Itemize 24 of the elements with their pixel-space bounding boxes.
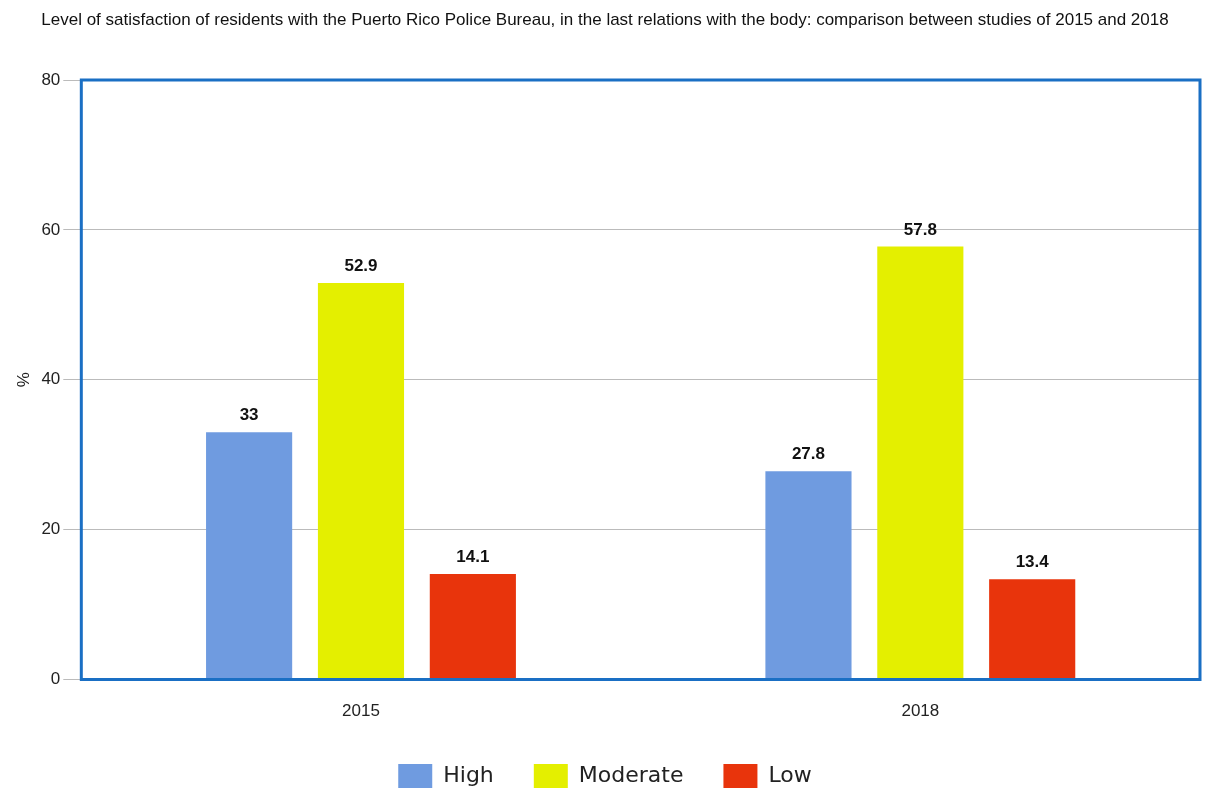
x-tick-label: 2015 <box>342 701 380 721</box>
data-label: 14.1 <box>456 547 490 567</box>
chart-title: Level of satisfaction of residents with the Puerto Rico Police Bureau, in the last relations with the body: comparison between studies of 2015 and 2018 <box>40 9 1170 31</box>
y-tick-label: 60 <box>41 219 61 239</box>
y-tick-label: 0 <box>50 669 61 689</box>
bar <box>429 573 516 680</box>
bar <box>206 432 293 680</box>
y-tick-label: 40 <box>41 369 61 389</box>
legend-label: Moderate <box>578 761 684 787</box>
legend-label: High <box>443 761 494 787</box>
bar <box>317 283 405 680</box>
y-axis-title: % <box>13 372 33 388</box>
x-tick-label: 2018 <box>901 701 940 721</box>
y-tick-label: 80 <box>41 69 61 89</box>
legend-label: Low <box>768 761 812 787</box>
y-tick-label: 20 <box>41 519 61 539</box>
data-label: 27.8 <box>791 444 826 464</box>
data-label: 57.8 <box>903 219 937 239</box>
bar <box>989 579 1076 680</box>
bar <box>765 471 852 680</box>
data-label: 52.9 <box>344 256 378 276</box>
bar <box>877 246 964 680</box>
data-label: 13.4 <box>1015 552 1050 572</box>
data-label: 33 <box>239 405 259 425</box>
